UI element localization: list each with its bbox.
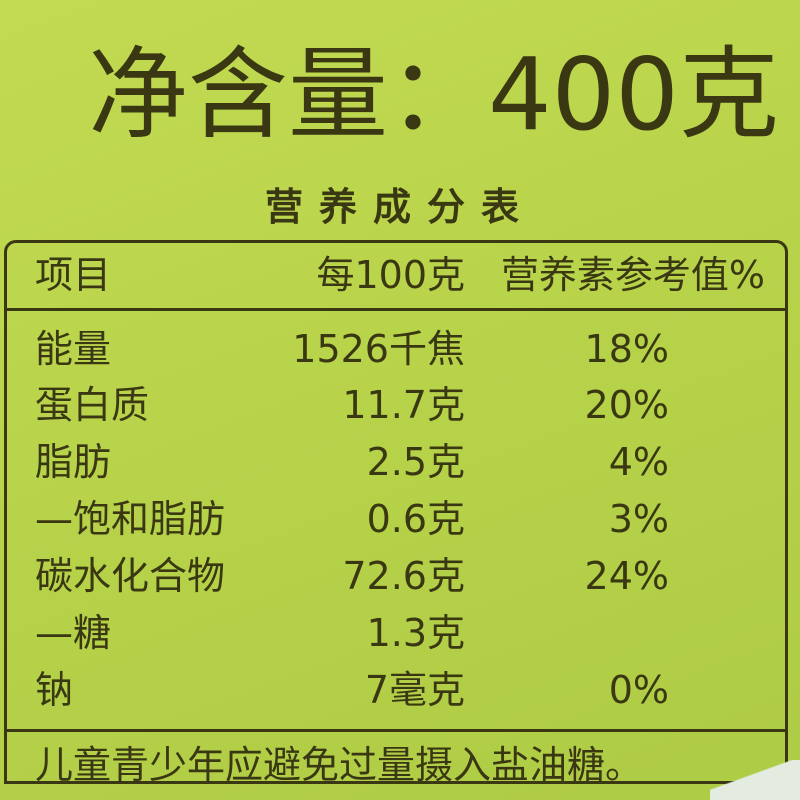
row-per-100g: 72.6克 bbox=[342, 554, 465, 598]
table-row: 脂肪 2.5克 4% bbox=[7, 434, 785, 490]
nutrition-table: 项目 每100克 营养素参考值% 能量 1526千焦 18% 蛋白质 11.7克… bbox=[4, 240, 788, 787]
row-item: 脂肪 bbox=[35, 440, 112, 484]
package-corner bbox=[710, 760, 800, 800]
row-nrv: 24% bbox=[584, 554, 669, 598]
row-per-100g: 11.7克 bbox=[342, 383, 465, 427]
row-per-100g: 7毫克 bbox=[364, 668, 465, 712]
table-row: 钠 7毫克 0% bbox=[7, 662, 785, 718]
nutrition-table-heading: 营养成分表 bbox=[264, 185, 535, 229]
table-row: 蛋白质 11.7克 20% bbox=[7, 377, 785, 433]
health-advisory: 儿童青少年应避免过量摄入盐油糖。 bbox=[35, 743, 644, 787]
header-item: 项目 bbox=[35, 253, 112, 297]
row-nrv: 20% bbox=[584, 383, 669, 427]
header-divider bbox=[7, 308, 785, 311]
net-content-title: 净含量：400克 bbox=[88, 36, 779, 153]
table-row: —糖 1.3克 bbox=[7, 605, 785, 661]
row-nrv: 3% bbox=[608, 497, 669, 541]
row-item: 钠 bbox=[35, 668, 74, 712]
row-nrv: 18% bbox=[584, 327, 669, 371]
row-nrv: 0% bbox=[608, 668, 669, 712]
row-item: 能量 bbox=[35, 327, 112, 371]
row-item: —糖 bbox=[35, 611, 112, 655]
row-item: —饱和脂肪 bbox=[35, 497, 226, 541]
footer-divider bbox=[7, 729, 785, 732]
row-per-100g: 0.6克 bbox=[366, 497, 465, 541]
row-per-100g: 1526千焦 bbox=[292, 327, 465, 371]
header-per-100g: 每100克 bbox=[316, 253, 465, 297]
row-item: 碳水化合物 bbox=[35, 554, 226, 598]
table-row: 能量 1526千焦 18% bbox=[7, 321, 785, 377]
header-nrv: 营养素参考值% bbox=[500, 253, 765, 297]
row-nrv: 4% bbox=[608, 440, 669, 484]
table-row: —饱和脂肪 0.6克 3% bbox=[7, 491, 785, 547]
row-per-100g: 1.3克 bbox=[366, 611, 465, 655]
row-per-100g: 2.5克 bbox=[366, 440, 465, 484]
table-row: 碳水化合物 72.6克 24% bbox=[7, 548, 785, 604]
row-item: 蛋白质 bbox=[35, 383, 150, 427]
table-header-row: 项目 每100克 营养素参考值% bbox=[7, 247, 785, 303]
